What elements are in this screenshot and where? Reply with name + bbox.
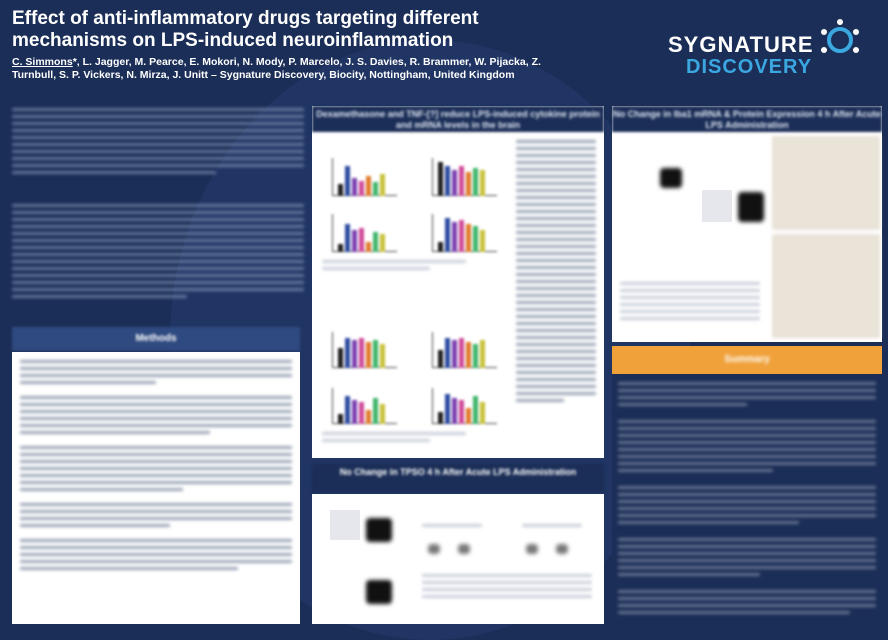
- poster-title: Effect of anti-inflammatory drugs target…: [12, 8, 632, 52]
- presenting-author: C. Simmons: [12, 56, 73, 68]
- bar-chart-8: [432, 388, 497, 424]
- western-blot-image: [366, 580, 392, 604]
- western-blot-image: [366, 518, 392, 542]
- summary-bar: Summary: [612, 346, 882, 374]
- ring-dots-logo-icon: [821, 19, 859, 53]
- authors-affiliation: *, L. Jagger, M. Pearce, E. Mokori, N. M…: [12, 56, 541, 81]
- methods-panel: [12, 352, 300, 624]
- logo-line-1: SYGNATURE: [668, 32, 814, 57]
- summary-heading: Summary: [724, 354, 770, 365]
- blot-band: [660, 168, 682, 188]
- dexamethasone-heading-text: Dexamethasone and TNF-[?] reduce LPS-ind…: [316, 109, 600, 130]
- introduction-text: [12, 106, 304, 321]
- bar-chart-2: [432, 158, 497, 196]
- summary-panel: [612, 374, 882, 624]
- tspo-panel: [312, 494, 604, 624]
- methods-heading-text: Methods: [135, 333, 177, 344]
- author-list: C. Simmons*, L. Jagger, M. Pearce, E. Mo…: [12, 56, 572, 82]
- methods-heading: Methods: [12, 327, 300, 351]
- title-line-1: Effect of anti-inflammatory drugs target…: [12, 8, 479, 29]
- microscopy-image: [772, 136, 880, 230]
- blot-band: [526, 544, 538, 554]
- western-blot-image: [738, 192, 764, 222]
- dexamethasone-heading: Dexamethasone and TNF-[?] reduce LPS-ind…: [312, 106, 604, 132]
- dexamethasone-panel: Dexamethasone and TNF-[?] reduce LPS-ind…: [312, 106, 604, 458]
- tspo-heading-text: No Change in TPSO 4 h After Acute LPS Ad…: [339, 467, 577, 477]
- logo-line-2: DISCOVERY: [686, 56, 813, 78]
- blot-band: [556, 544, 568, 554]
- microscopy-image: [772, 234, 880, 338]
- tspo-heading: No Change in TPSO 4 h After Acute LPS Ad…: [312, 464, 604, 492]
- blot-band: [458, 544, 470, 554]
- sygnature-logo: SYGNATURE DISCOVERY: [668, 18, 878, 80]
- iba1-heading: No Change in Iba1 mRNA & Protein Express…: [612, 106, 882, 132]
- poster-header: Effect of anti-inflammatory drugs target…: [0, 0, 888, 100]
- bar-chart-6: [432, 332, 497, 368]
- title-line-2: mechanisms on LPS-induced neuroinflammat…: [12, 30, 454, 51]
- bar-chart-4: [432, 214, 497, 252]
- bar-chart-1: [332, 158, 397, 196]
- bar-chart-7: [332, 388, 397, 424]
- iba1-heading-text: No Change in Iba1 mRNA & Protein Express…: [613, 109, 881, 130]
- bar-chart-5: [332, 332, 397, 368]
- blot-band: [428, 544, 440, 554]
- bar-chart-3: [332, 214, 397, 252]
- iba1-panel: No Change in Iba1 mRNA & Protein Express…: [612, 106, 882, 342]
